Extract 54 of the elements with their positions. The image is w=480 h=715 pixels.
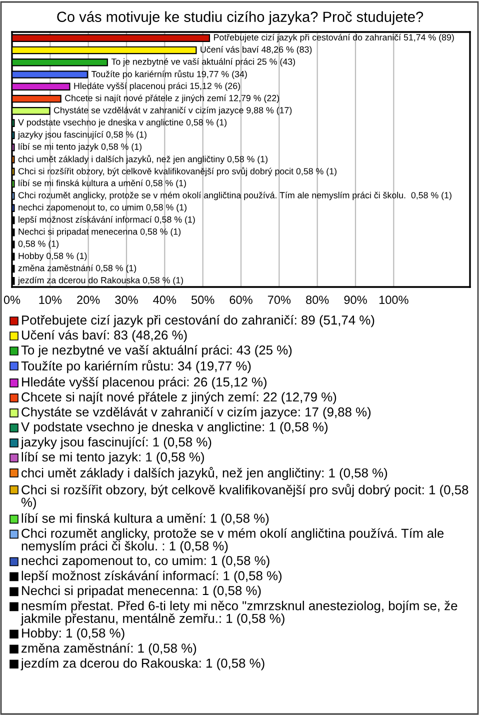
text: Nechci si pripadat menecenna: 1 (0,58 %) — [22, 586, 261, 598]
text: Hledáte vyšší placenou práci: 26 (15,12 %) — [22, 376, 266, 390]
text: líbí se mi finská kultura a umění: 1 (0,58 %) — [22, 513, 269, 526]
text: Chci rozumět anglicky, protože se v mém okolí angličtina používá. Tím ale nemyslím práci či školu. : 1 (0,58 %) — [22, 528, 444, 554]
text: Toužíte po kariérním růstu: 34 (19,77 %) — [21, 360, 251, 374]
data-label: Hobby 0,58 % (1) — [18, 252, 87, 261]
data-label: Nechci si pripadat menecenna 0,58 % (1) — [18, 228, 181, 236]
data-label: jezdím za dcerou do Rakouska 0,58 % (1) — [18, 276, 183, 286]
x-tick-label: 20% — [77, 296, 100, 304]
x-tick-label: 80% — [306, 296, 329, 304]
text: Chci si rozšířit obzory, být celkově kvalifikovanější pro svůj dobrý pocit: 1 (0,58 %) — [21, 484, 468, 510]
data-label: lepší možnost získávání informací 0,58 % (1) — [18, 216, 195, 224]
data-label: líbí se mi finská kultura a umění 0,58 % (1) — [18, 180, 186, 188]
x-tick-label: 30% — [115, 296, 138, 304]
x-tick-label: 10% — [39, 296, 62, 304]
text: Chystáte se vzdělávát v zahraničí v cizím jazyce: 17 (9,88 %) — [22, 406, 371, 420]
text: změna zaměstnání: 1 (0,58 %) — [22, 643, 196, 656]
data-label: Chci rozumět anglicky, protože se v mém okolí angličtina používá. Tím ale nemyslím práci či školu. 0,58 % (1) — [18, 192, 452, 200]
data-label: líbí se mi tento jazyk 0,58 % (1) — [18, 143, 142, 152]
data-label: Chcete si najít nové přátele z jiných zemí 12,79 % (22) — [65, 94, 279, 103]
text: V podstate vsechno je dneska v anglictine: 1 (0,58 %) — [21, 422, 328, 434]
text: Potřebujete cizí jazyk při cestování do zahraničí: 89 (51,74 %) — [22, 315, 374, 328]
x-tick-label: 40% — [153, 296, 176, 304]
x-tick-label: 0% — [4, 296, 20, 304]
x-tick-label: 50% — [191, 296, 214, 304]
text: Učení vás baví: 83 (48,26 %) — [22, 330, 187, 342]
text: líbí se mi tento jazyk: 1 (0,58 %) — [22, 452, 204, 464]
text: jezdím za dcerou do Rakouska: 1 (0,58 %) — [20, 658, 264, 670]
text: Chcete si najít nové přátele z jiných zemí: 22 (12,79 %) — [22, 392, 336, 404]
chart-title: Co vás motivuje ke studiu cizího jazyka? Proč studujete? — [57, 11, 424, 25]
data-label: To je nezbytné ve vaší aktuální práci 25 % (43) — [111, 58, 295, 67]
data-label: V podstate vsechno je dneska v anglictine 0,58 % (1) — [18, 118, 226, 128]
data-label: Chystáte se vzdělávát v zahraničí v cizím jazyce 9,88 % (17) — [54, 106, 292, 116]
text: Hobby: 1 (0,58 %) — [22, 628, 124, 640]
data-label: Chci si rozšířit obzory, být celkově kvalifikovanější pro svůj dobrý pocit 0,58 % (1) — [18, 167, 336, 176]
text: nechci zapomenout to, co umim: 1 (0,58 %) — [22, 556, 270, 568]
text: jazyky jsou fascinující: 1 (0,58 %) — [20, 436, 212, 450]
text: To je nezbytné ve vaší aktuální práci: 43 (25 %) — [21, 345, 292, 358]
data-label: 0,58 % (1) — [18, 240, 58, 249]
data-label: změna zaměstnání 0,58 % (1) — [18, 264, 136, 273]
data-label: Hledáte vyšší placenou práci 15,12 % (26) — [74, 82, 240, 91]
text: nesmím přestat. Před 6-ti lety mi něco "zmrzsknul anesteziolog, bojím se, že jakmile přestanu, mentálně zemřu.: 1 (0,58 %) — [20, 600, 458, 626]
text: lepší možnost získávání informací: 1 (0,58 %) — [22, 570, 282, 583]
x-tick-label: 60% — [230, 296, 252, 304]
x-tick-label: 90% — [344, 296, 367, 304]
x-tick-label: 100% — [379, 296, 408, 304]
data-label: chci umět základy i dalších jazyků, než jen angličtiny 0,58 % (1) — [18, 154, 268, 164]
text: chci umět základy i dalších jazyků, než jen angličtiny: 1 (0,58 %) — [22, 466, 388, 480]
data-label: jazyky jsou fascinující 0,58 % (1) — [18, 131, 146, 140]
data-label: nechci zapomenout to, co umim 0,58 % (1) — [18, 204, 186, 212]
data-label: Potřebujete cizí jazyk při cestování do zahraničí 51,74 % (89) — [214, 34, 454, 42]
x-tick-label: 70% — [268, 296, 291, 304]
data-label: Učení vás baví 48,26 % (83) — [200, 46, 312, 54]
data-label: Toužíte po kariérním růstu 19,77 % (34) — [91, 70, 247, 80]
